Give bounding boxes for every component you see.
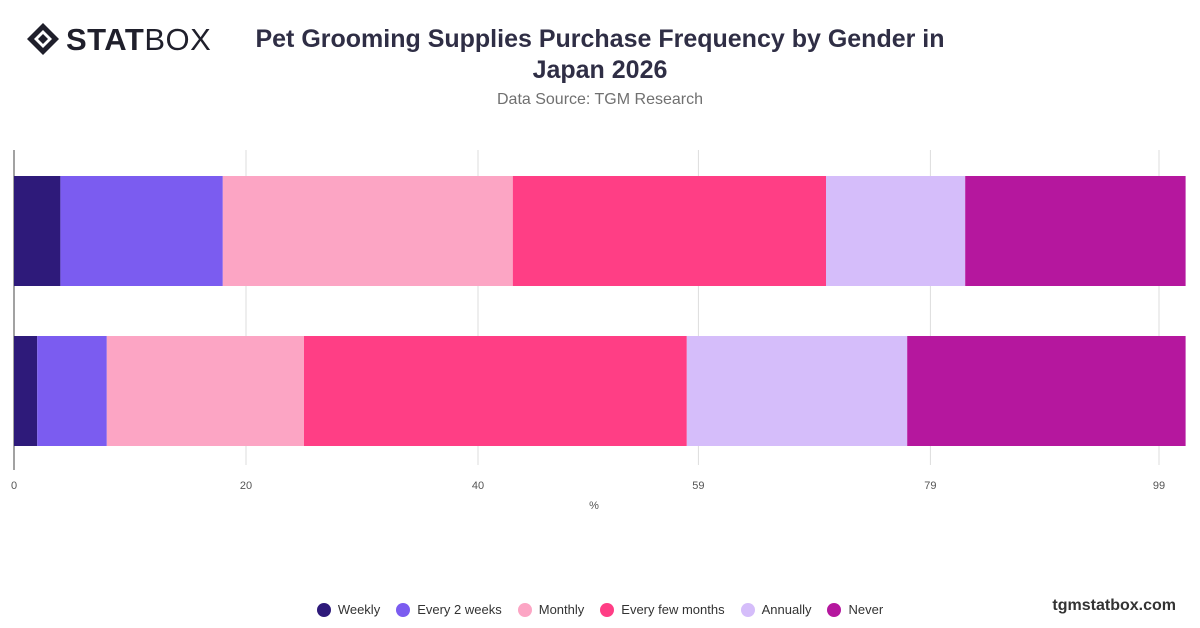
x-tick-label: 20	[240, 480, 252, 492]
x-tick-label: 40	[472, 480, 484, 492]
legend-label: Every few months	[621, 602, 725, 617]
bar-segment	[106, 336, 304, 446]
chart-subtitle: Data Source: TGM Research	[496, 91, 703, 108]
legend-label: Never	[848, 602, 884, 617]
legend-swatch	[740, 602, 755, 617]
x-tick-label: 99	[1153, 480, 1165, 492]
x-axis-label: %	[589, 500, 599, 512]
bar-segment	[907, 336, 1186, 446]
bar-segment	[965, 176, 1186, 286]
chart-legend: Weekly Every 2 weeks Monthly Every few mont…	[0, 602, 1200, 617]
legend-item[interactable]: Weekly	[316, 602, 381, 617]
x-tick-label: 59	[692, 480, 704, 492]
chart-title: Pet Grooming Supplies Purchase Frequency…	[255, 25, 945, 84]
legend-swatch	[396, 602, 411, 617]
bar-segment	[37, 336, 107, 446]
statbox-logo: STATBOX	[26, 22, 211, 56]
legend-item[interactable]: Never	[827, 602, 883, 617]
legend-item[interactable]: Every 2 weeks	[396, 602, 502, 617]
legend-swatch	[827, 602, 842, 617]
bar-segment	[14, 176, 61, 286]
legend-label: Monthly	[538, 602, 585, 617]
bar-segment	[826, 176, 966, 286]
x-tick-label: 0	[11, 480, 17, 492]
legend-item[interactable]: Annually	[740, 602, 812, 617]
legend-swatch	[316, 602, 331, 617]
legend-swatch	[600, 602, 615, 617]
logo-text: STATBOX	[66, 21, 212, 57]
diamond-logo-icon	[27, 23, 59, 55]
bar-segment	[304, 336, 687, 446]
legend-label: Weekly	[337, 602, 381, 617]
legend-label: Annually	[761, 602, 812, 617]
legend-label: Every 2 weeks	[417, 602, 502, 617]
bar-segment	[686, 336, 908, 446]
bar-segment	[14, 336, 38, 446]
bar-segment	[222, 176, 513, 286]
legend-item[interactable]: Every few months	[600, 602, 725, 617]
bar-segment	[512, 176, 826, 286]
x-tick-label: 79	[924, 480, 936, 492]
bar-segment	[60, 176, 223, 286]
legend-item[interactable]: Monthly	[517, 602, 585, 617]
legend-swatch	[517, 602, 532, 617]
watermark: tgmstatbox.com	[1052, 597, 1176, 614]
